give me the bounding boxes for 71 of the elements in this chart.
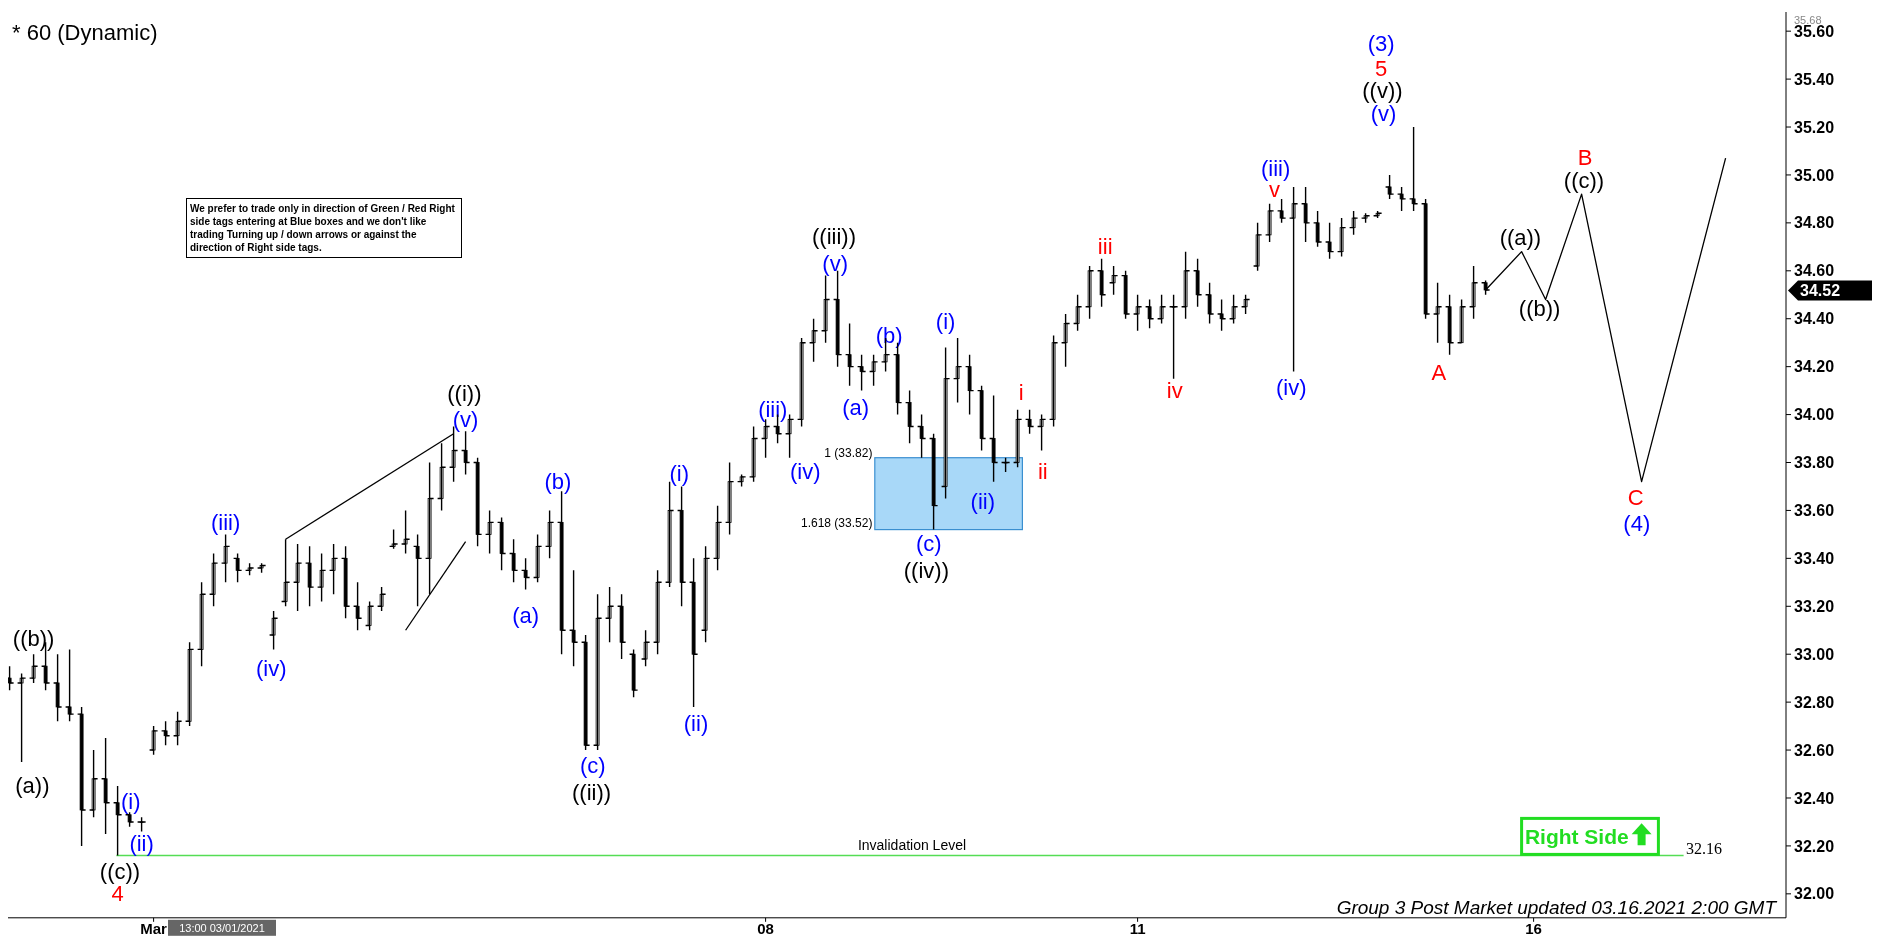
annotation: (c) xyxy=(579,753,606,779)
annotation: (ii) xyxy=(970,489,996,515)
y-tick-label: 32.60 xyxy=(1794,741,1835,759)
annotation: ((iii)) xyxy=(812,224,856,250)
annotation: C xyxy=(1627,484,1644,510)
chart-title: * 60 (Dynamic) xyxy=(12,20,158,45)
y-tick-label: 32.20 xyxy=(1794,837,1835,855)
annotation: We prefer to trade only in direction of Green / Red Right side tags entering at Blue boxes and we don't like trading Turning up / down arrows or against the direction of Right side tags. xyxy=(186,198,462,258)
y-tick-label: 35.00 xyxy=(1794,166,1835,184)
annotation: (c) xyxy=(915,531,942,557)
annotation: 1.618 (33.52) xyxy=(801,516,873,531)
annotation: (ii) xyxy=(129,831,154,857)
annotation: (iv) xyxy=(789,459,821,485)
annotation: (iii) xyxy=(210,509,241,535)
ref-line-label: Invalidation Level xyxy=(857,837,967,854)
annotation: (iii) xyxy=(758,396,788,422)
y-tick-label: 32.40 xyxy=(1794,789,1835,807)
annotation: (4) xyxy=(1623,510,1651,536)
y-tick-label: 35.20 xyxy=(1794,118,1835,136)
y-tick-label: 32.80 xyxy=(1794,693,1835,711)
x-tick-label: 11 xyxy=(1129,920,1146,938)
y-tick-label: 34.40 xyxy=(1794,310,1835,328)
y-tick-label: 34.00 xyxy=(1794,406,1835,424)
annotation: iv xyxy=(1166,377,1183,403)
annotation: A xyxy=(1431,359,1447,385)
annotation: (iv) xyxy=(255,656,287,682)
annotation: ((i)) xyxy=(447,381,482,407)
annotation: ((b)) xyxy=(12,626,55,652)
text: 35.68 xyxy=(1794,13,1822,26)
y-tick-label: 34.60 xyxy=(1794,262,1835,280)
annotation: (a)) xyxy=(15,772,50,798)
annotation: ii xyxy=(1037,459,1048,485)
annotation: iii xyxy=(1097,233,1113,259)
y-tick-label: 33.40 xyxy=(1794,549,1835,567)
y-tick-label: 33.60 xyxy=(1794,502,1835,520)
x-tick-label: 16 xyxy=(1525,920,1542,938)
annotation: 32.16 xyxy=(1686,840,1722,857)
text: 13:00 03/01/2021 xyxy=(179,921,265,934)
annotation: (i) xyxy=(121,789,141,815)
annotation: ((ii)) xyxy=(572,779,612,805)
annotation: (b) xyxy=(875,322,903,348)
annotation: Right Side xyxy=(1524,824,1629,848)
annotation: ((c)) xyxy=(1563,167,1605,193)
y-tick-label: 32.00 xyxy=(1794,885,1835,903)
annotation: B xyxy=(1577,144,1593,170)
annotation: (b) xyxy=(544,468,572,494)
annotation: (i) xyxy=(935,309,956,335)
annotation: (v) xyxy=(822,250,849,276)
annotation: (v) xyxy=(452,406,479,432)
y-tick-label: 35.40 xyxy=(1794,70,1835,88)
annotation: (ii) xyxy=(683,711,709,737)
y-tick-label: 33.80 xyxy=(1794,454,1835,472)
annotation: i xyxy=(1018,380,1024,406)
annotation: (iv) xyxy=(1275,375,1307,401)
y-tick-label: 34.20 xyxy=(1794,358,1835,376)
annotation: Group 3 Post Market updated 03.16.2021 2:00 GMT xyxy=(1336,896,1778,918)
annotation: ((a)) xyxy=(1499,225,1542,251)
annotation: 5 xyxy=(1375,56,1388,82)
annotation: 1 (33.82) xyxy=(824,445,873,460)
annotation: (i) xyxy=(669,460,689,486)
annotation: (a) xyxy=(512,603,540,629)
text: 34.52 xyxy=(1800,282,1841,299)
y-tick-label: 33.00 xyxy=(1794,645,1835,663)
x-tick-label: Mar xyxy=(140,920,168,938)
x-tick-label: 08 xyxy=(757,920,774,938)
annotation: ((b)) xyxy=(1518,296,1561,322)
annotation: ((iv)) xyxy=(903,557,949,583)
y-tick-label: 33.20 xyxy=(1794,597,1835,615)
y-tick-label: 34.80 xyxy=(1794,214,1835,232)
annotation: (3) xyxy=(1367,30,1395,56)
annotation: (a) xyxy=(842,394,870,420)
